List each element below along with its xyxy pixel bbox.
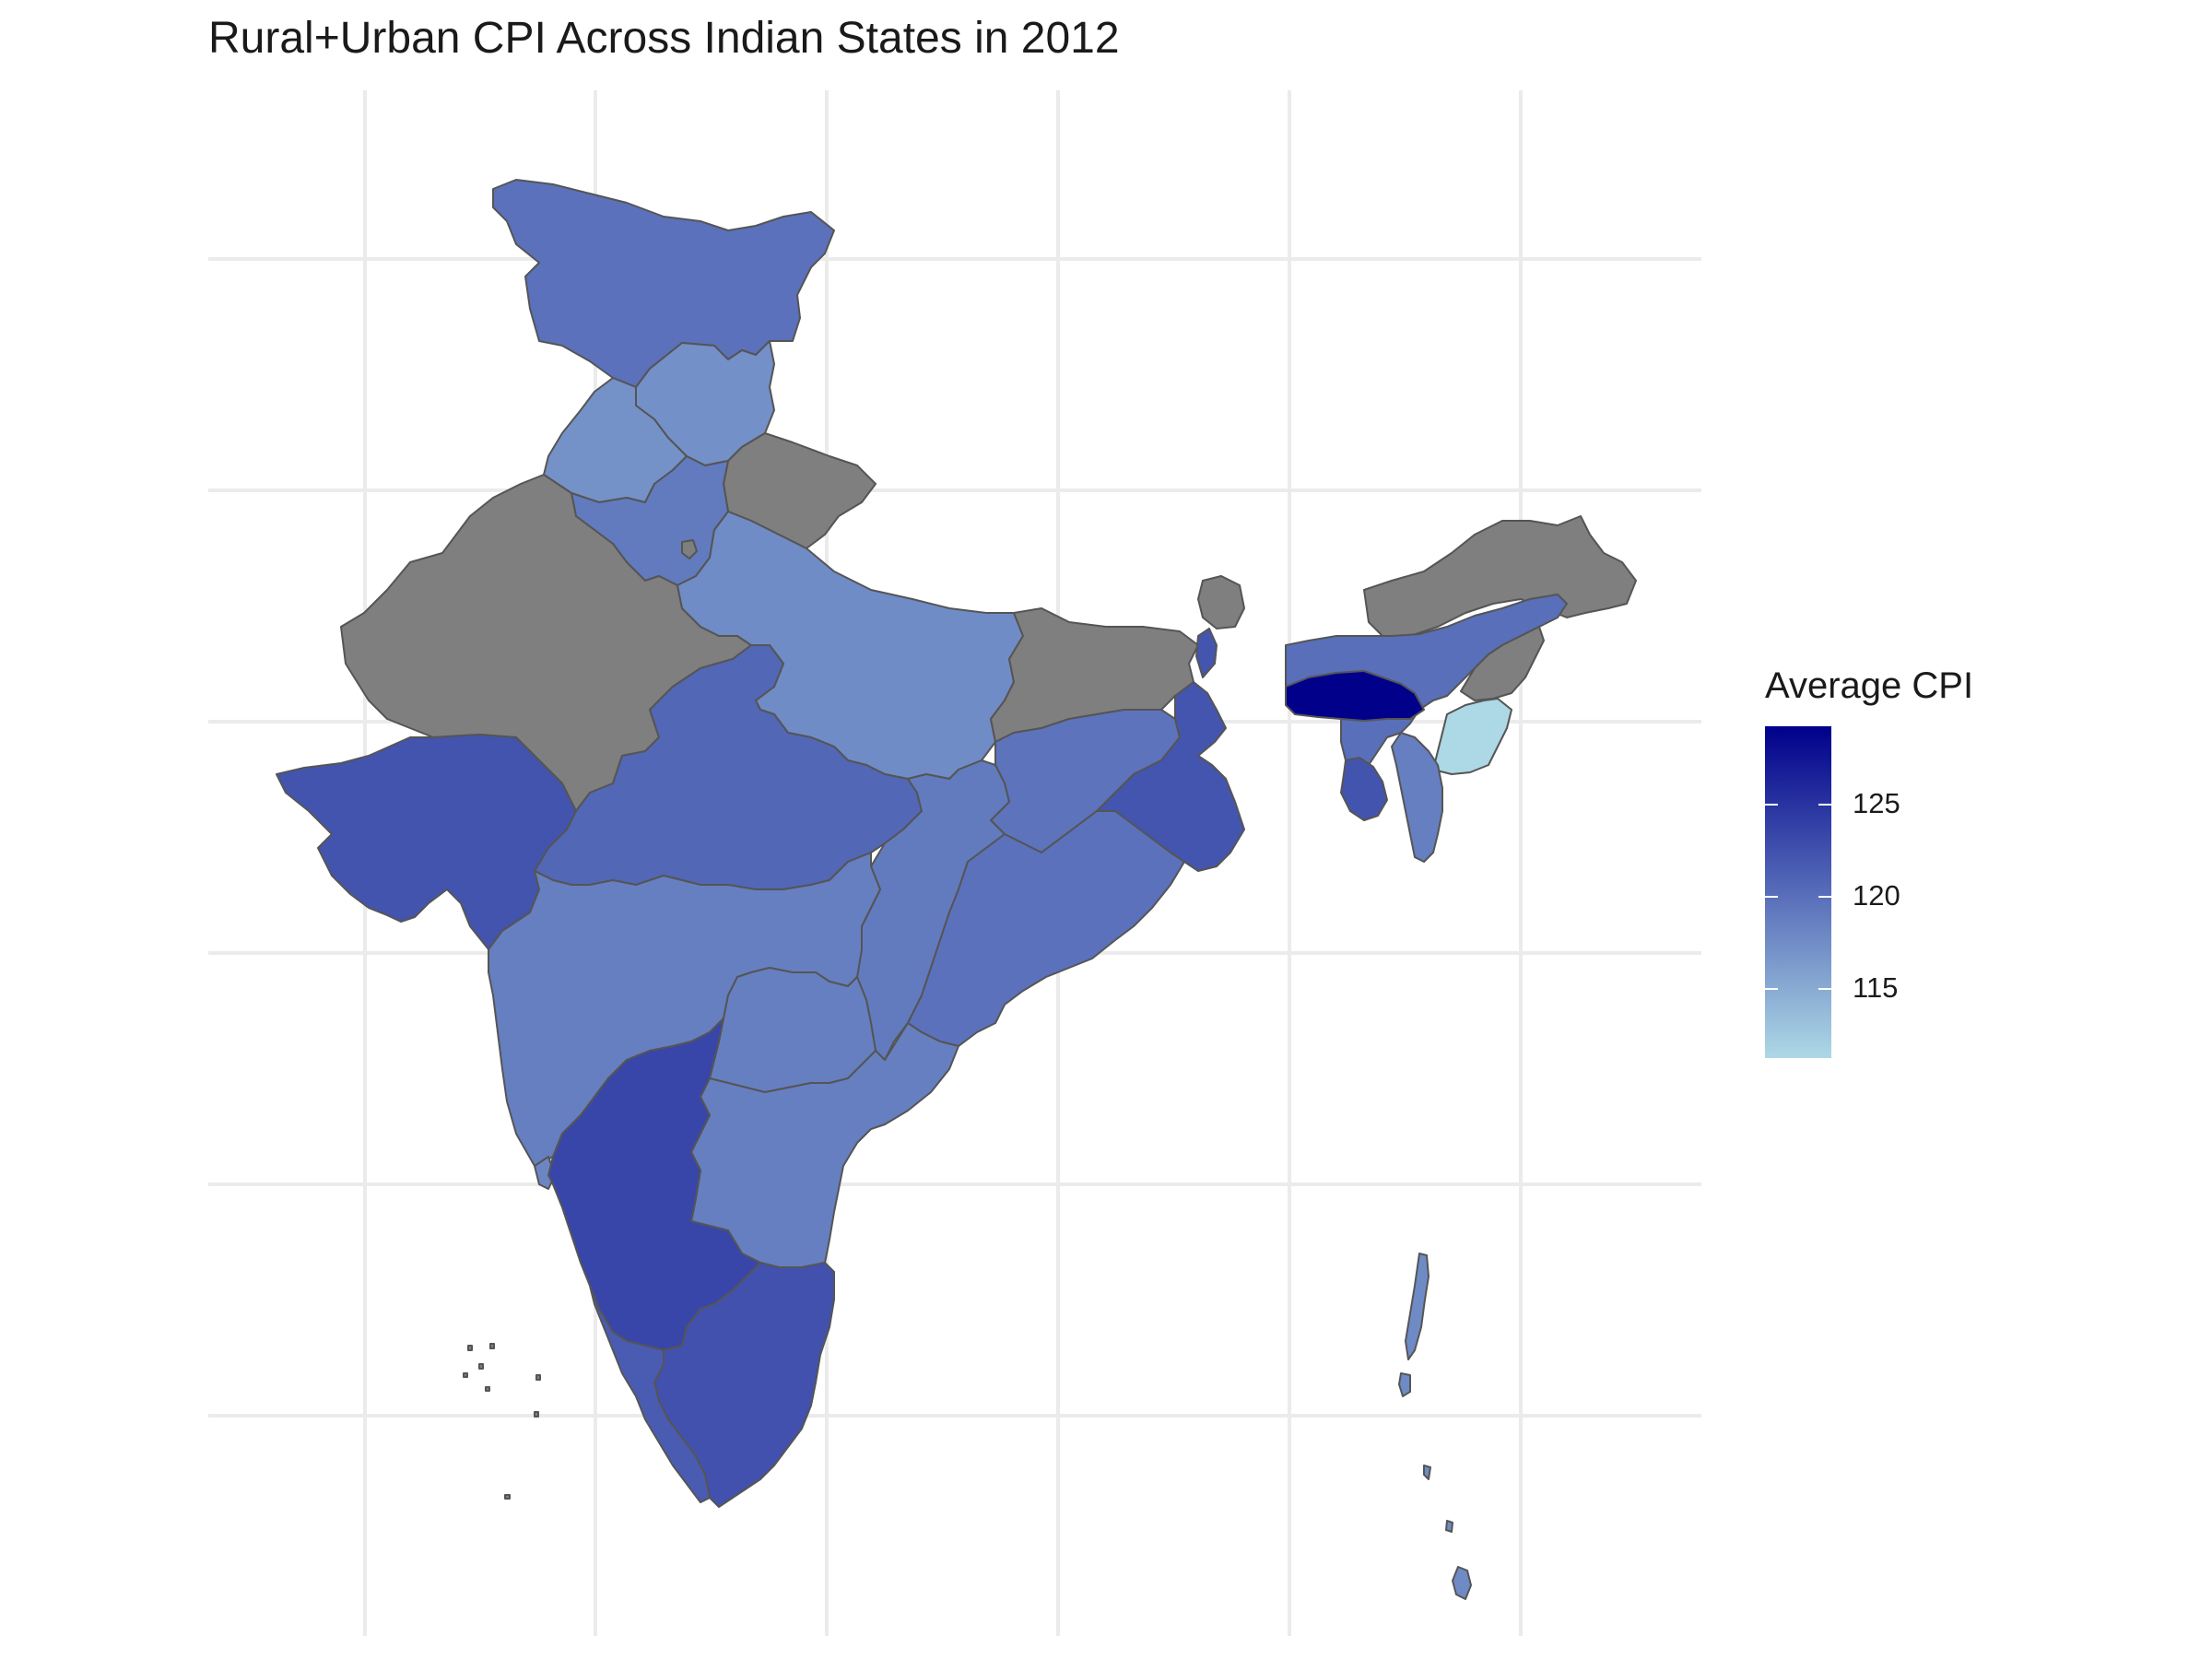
chart-title: Rural+Urban CPI Across Indian States in …	[208, 14, 1120, 63]
legend	[1765, 726, 1831, 1058]
region-odisha	[907, 810, 1185, 1047]
region-sikkim	[1197, 575, 1245, 629]
region-arunachal-pradesh	[1363, 515, 1637, 637]
legend-title: Average CPI	[1765, 665, 1974, 706]
region-kerala	[589, 1285, 711, 1503]
region-tamil-nadu	[653, 1262, 835, 1508]
legend-label: 115	[1853, 971, 1899, 1004]
region-west-bengal	[1096, 628, 1245, 872]
region-lakshadweep	[463, 1343, 541, 1500]
legend-colorbar	[1765, 726, 1831, 1058]
region-meghalaya	[1285, 670, 1425, 722]
region-andaman-and-nicobar-islands	[1398, 1253, 1472, 1600]
region-telangana	[709, 967, 877, 1093]
region-nagaland	[1460, 626, 1545, 701]
region-manipur	[1432, 698, 1512, 775]
region-jammu-and-kashmir	[492, 179, 835, 388]
legend-label: 125	[1853, 787, 1900, 819]
region-assam	[1285, 594, 1568, 775]
region-mizoram	[1391, 732, 1443, 863]
region-delhi	[681, 539, 698, 559]
region-tripura	[1340, 757, 1388, 821]
legend-label: 120	[1853, 879, 1900, 912]
